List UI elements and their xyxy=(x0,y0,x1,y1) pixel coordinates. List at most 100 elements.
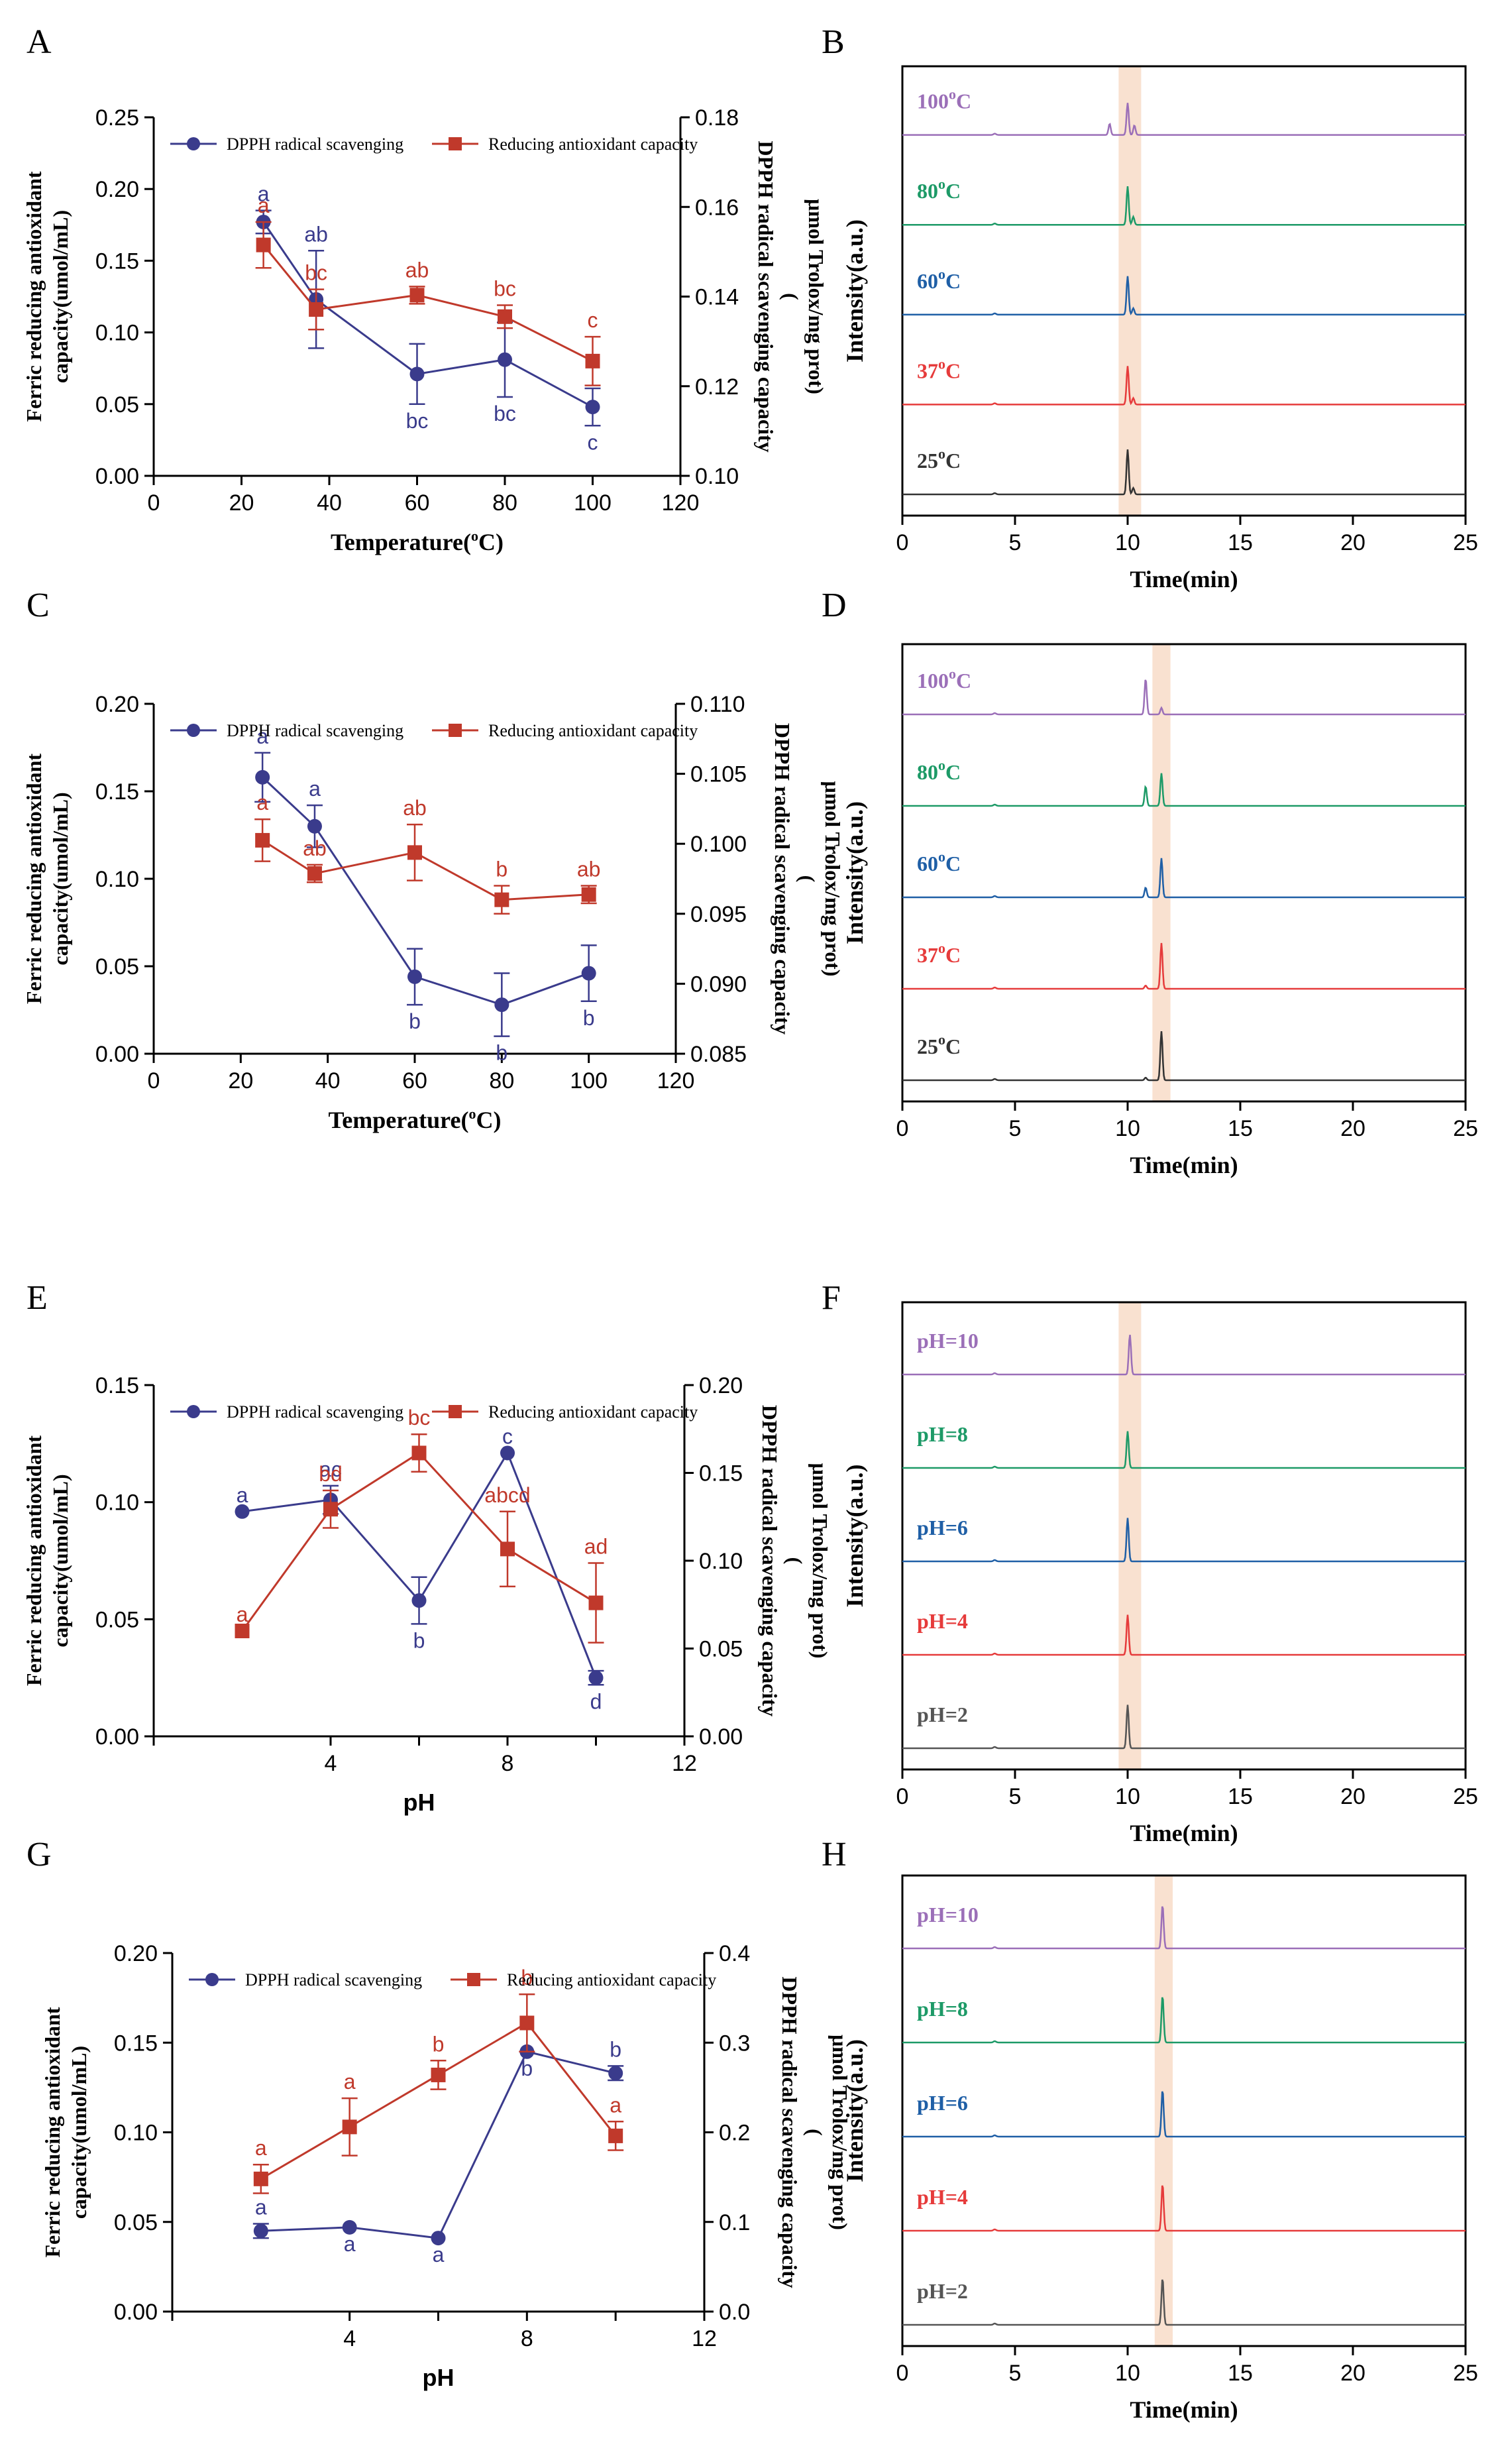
trace: 100oC xyxy=(902,665,1466,716)
significance-label: b xyxy=(413,1628,425,1652)
legend-marker xyxy=(467,1973,480,1986)
x-tick-label: 25 xyxy=(1453,1116,1478,1141)
trace: pH=10 xyxy=(902,1903,1466,1950)
panel-letter: H xyxy=(822,1836,847,1874)
x-tick-label: 20 xyxy=(1340,1784,1365,1809)
y-tick-label-right: 0.12 xyxy=(695,374,739,400)
y-tick-label-left: 0.10 xyxy=(114,2121,158,2146)
trace-label-part: 25 xyxy=(917,1035,938,1058)
data-point xyxy=(608,2066,623,2081)
x-tick-label: 5 xyxy=(1009,1116,1022,1141)
trace-label-part: 60 xyxy=(917,852,938,875)
trace: pH=10 xyxy=(902,1329,1466,1376)
x-tick-label: 0 xyxy=(148,1068,160,1093)
y-tick-label-right: 0.085 xyxy=(690,1042,747,1067)
y-axis-title: Intensity(a.u.) xyxy=(841,1464,868,1607)
trace-label: pH=8 xyxy=(917,1997,968,2021)
panel-letter: F xyxy=(822,1279,841,1317)
y-axis-title: Intensity(a.u.) xyxy=(841,219,868,363)
significance-label: bd xyxy=(319,1462,343,1486)
legend: DPPH radical scavenging Reducing antioxid… xyxy=(170,135,698,154)
data-point xyxy=(411,1445,427,1461)
series-reducing: a bc ab bc c xyxy=(255,194,601,386)
legend-marker xyxy=(449,1405,462,1418)
significance-label: bc xyxy=(494,276,516,300)
x-tick-label: 20 xyxy=(1340,530,1365,555)
trace: 80oC xyxy=(902,757,1466,807)
series-reducing: a bd bc abcd ad xyxy=(235,1406,608,1644)
legend-label: DPPH radical scavenging xyxy=(227,1402,403,1422)
significance-label: b xyxy=(409,1009,421,1033)
trace-label-part: pH=2 xyxy=(917,1703,968,1726)
x-tick-label: 4 xyxy=(325,1751,337,1776)
trace-label: 100oC xyxy=(917,86,971,113)
significance-label: ad xyxy=(584,1535,608,1559)
trace: pH=8 xyxy=(902,1997,1466,2044)
trace-line xyxy=(902,679,1466,716)
x-axis-title: Temperature(oC) xyxy=(331,528,504,555)
trace-label-part: 25 xyxy=(917,449,938,473)
data-point xyxy=(409,366,425,382)
y-tick-label-right: 0.14 xyxy=(695,285,739,310)
trace-line xyxy=(902,2185,1466,2232)
significance-label: a xyxy=(237,1483,248,1507)
trace-label: 37oC xyxy=(917,940,961,967)
x-tick-label: 20 xyxy=(229,490,254,516)
plot-frame xyxy=(901,643,1467,1103)
trace-line xyxy=(902,1431,1466,1469)
y-tick-label-right: 0.4 xyxy=(719,1941,750,1966)
y-tick-label-left: 0.05 xyxy=(114,2210,158,2235)
y-axis-title-left-line2: capacity(umol/mL) xyxy=(48,1474,72,1647)
trace: 100oC xyxy=(902,86,1466,136)
trace: pH=4 xyxy=(902,1609,1466,1656)
significance-label: c xyxy=(588,430,598,454)
data-point xyxy=(500,1541,515,1557)
trace-label-part: pH=6 xyxy=(917,2091,968,2115)
x-tick-label: 100 xyxy=(570,1068,608,1093)
trace-line xyxy=(902,773,1466,807)
trace-label: 80oC xyxy=(917,757,961,784)
legend-marker xyxy=(205,1973,219,1986)
trace: 25oC xyxy=(902,445,1466,496)
significance-label: a xyxy=(258,194,270,217)
panel-letter: C xyxy=(27,587,50,624)
trace-label: pH=10 xyxy=(917,1903,979,1927)
y-axis-title-left-line2: capacity(umol/mL) xyxy=(48,210,72,383)
x-axis-title: Time(min) xyxy=(1130,566,1238,592)
legend-label: DPPH radical scavenging xyxy=(245,1970,422,1989)
y-axis-title-right-1: ( xyxy=(783,1557,807,1565)
trace-label-part: o xyxy=(938,1031,945,1048)
trace-line xyxy=(902,1705,1466,1750)
data-point xyxy=(409,288,425,303)
panel-h: H 0 5 10 15 20 25 Time(min) Intensity(a.u.) pH=10… xyxy=(822,1836,1478,2423)
x-tick-label: 4 xyxy=(343,2326,356,2351)
y-axis-title-left-line1: Ferric reducing antioxidant xyxy=(40,2007,64,2257)
significance-label: b xyxy=(521,1966,533,1989)
x-tick-label: 20 xyxy=(1340,1116,1365,1141)
data-point xyxy=(307,818,322,834)
y-axis-title: Intensity(a.u.) xyxy=(841,2039,868,2182)
data-point xyxy=(588,1595,604,1610)
legend-label: Reducing antioxidant capacity xyxy=(507,1970,716,1989)
y-tick-label-right: 0.18 xyxy=(695,105,739,131)
trace-label-part: pH=10 xyxy=(917,1329,979,1353)
trace-label: 100oC xyxy=(917,665,971,693)
data-point xyxy=(256,237,271,252)
trace-label-part: pH=4 xyxy=(917,2185,968,2209)
x-tick-label: 10 xyxy=(1115,530,1140,555)
y-axis-title-left-line2: capacity(umol/mL) xyxy=(48,792,72,965)
trace-line xyxy=(902,1031,1466,1082)
y-tick-label-left: 0.20 xyxy=(114,1941,158,1966)
trace-label-part: o xyxy=(938,940,945,956)
significance-label: ab xyxy=(577,858,601,881)
trace-label: 25oC xyxy=(917,1031,961,1058)
trace-label-part: 37 xyxy=(917,943,938,967)
x-axis-title: Temperature(oC) xyxy=(329,1105,502,1133)
legend-label: DPPH radical scavenging xyxy=(227,721,403,740)
trace-label-part: C xyxy=(945,1035,961,1058)
trace-label-part: pH=2 xyxy=(917,2279,968,2303)
data-point xyxy=(411,1593,427,1608)
trace-label-part: 60 xyxy=(917,269,938,293)
series-reducing: a ab ab b ab xyxy=(254,791,601,915)
